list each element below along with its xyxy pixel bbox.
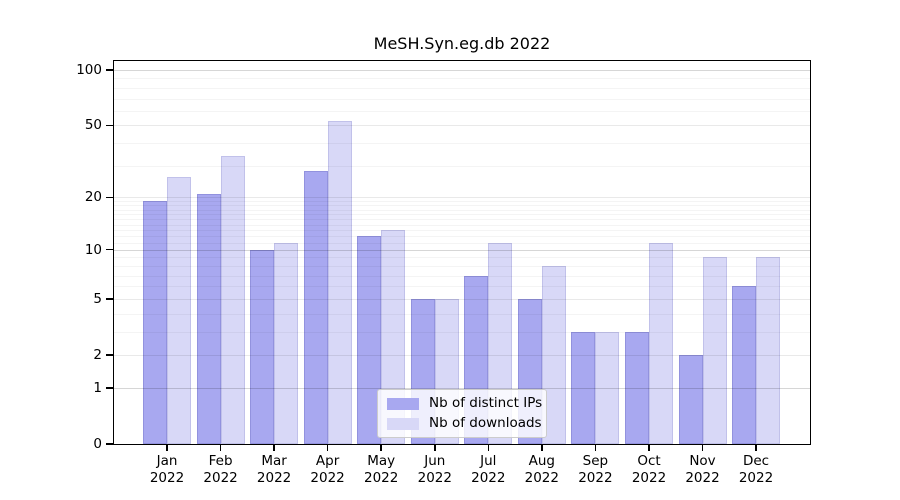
x-tick-dec	[755, 444, 757, 451]
bar-ips-sep	[571, 331, 596, 444]
bar-downloads-mar	[274, 242, 299, 444]
y-tick-label-5: 5	[93, 290, 102, 307]
bar-downloads-nov	[702, 257, 727, 444]
bar-downloads-dec	[756, 257, 781, 444]
bar-ips-nov	[678, 355, 703, 444]
y-tick-label-2: 2	[93, 347, 102, 363]
x-tick-label-mar: Mar 2022	[242, 453, 306, 487]
bar-ips-apr	[303, 171, 328, 444]
x-tick-month: Jul	[480, 453, 497, 469]
x-tick-year: 2022	[364, 470, 399, 486]
bar-downloads-sep	[595, 331, 620, 444]
y-tick-label-20: 20	[84, 189, 102, 206]
x-tick-year: 2022	[203, 470, 238, 486]
x-tick-label-jun: Jun 2022	[403, 453, 467, 487]
legend-swatch-distinct-ips-icon	[387, 397, 419, 410]
y-tick-10	[106, 248, 114, 251]
x-tick-apr	[326, 444, 329, 451]
x-tick-month: Mar	[261, 453, 287, 469]
x-tick-year: 2022	[685, 470, 720, 486]
x-tick-year: 2022	[417, 470, 452, 486]
x-tick-month: May	[367, 453, 396, 469]
x-tick-aug	[541, 444, 543, 451]
legend-item-downloads: Nb of downloads	[387, 416, 542, 431]
x-tick-year: 2022	[524, 470, 559, 486]
y-tick-label-10: 10	[84, 241, 102, 258]
bar-ips-feb	[196, 193, 221, 444]
y-tick-label-0: 0	[93, 436, 102, 452]
y-tick-5	[106, 298, 114, 300]
x-tick-sep	[594, 444, 597, 451]
bar-ips-dec	[732, 286, 757, 444]
x-tick-jul	[487, 444, 489, 451]
x-tick-month: Jun	[424, 453, 446, 469]
x-tick-label-sep: Sep 2022	[563, 453, 627, 487]
y-tick-2	[106, 354, 114, 356]
x-tick-label-apr: Apr 2022	[296, 453, 360, 487]
y-tick-1	[106, 387, 114, 389]
x-tick-month: Oct	[637, 453, 661, 469]
x-tick-month: Jan	[156, 453, 178, 469]
x-tick-label-jan: Jan 2022	[135, 453, 199, 487]
legend-label-downloads: Nb of downloads	[429, 415, 542, 431]
plot-area	[113, 60, 811, 445]
y-tick-0	[106, 443, 114, 445]
x-tick-year: 2022	[149, 470, 185, 486]
x-tick-month: Apr	[315, 453, 340, 469]
x-tick-may	[380, 444, 382, 451]
x-tick-month: Nov	[689, 453, 716, 469]
x-tick-label-feb: Feb 2022	[189, 453, 253, 487]
x-tick-jan	[166, 444, 168, 451]
y-tick-50	[106, 124, 114, 127]
x-tick-year: 2022	[578, 470, 613, 486]
x-tick-feb	[219, 444, 222, 451]
bar-ips-oct	[624, 331, 649, 444]
chart-title: MeSH.Syn.eg.db 2022	[373, 34, 551, 53]
bar-downloads-oct	[648, 242, 673, 444]
x-tick-label-jul: Jul 2022	[456, 453, 520, 487]
bar-downloads-jan	[167, 176, 191, 444]
x-tick-year: 2022	[310, 470, 345, 486]
bars-layer	[114, 61, 810, 444]
bar-ips-may	[357, 236, 382, 444]
y-tick-label-1: 1	[93, 379, 102, 396]
legend: Nb of distinct IPs Nb of downloads	[377, 389, 547, 438]
bar-downloads-apr	[327, 120, 352, 444]
x-tick-month: Dec	[742, 453, 770, 469]
x-tick-month: Aug	[528, 453, 555, 469]
x-tick-label-oct: Oct 2022	[617, 453, 681, 487]
x-tick-nov	[701, 444, 704, 451]
x-tick-year: 2022	[471, 470, 506, 486]
x-tick-year: 2022	[631, 470, 667, 486]
legend-swatch-downloads-icon	[387, 417, 419, 430]
x-tick-month: Feb	[208, 453, 233, 469]
legend-item-distinct-ips: Nb of distinct IPs	[387, 396, 542, 411]
x-tick-label-dec: Dec 2022	[724, 453, 788, 487]
y-tick-100	[106, 69, 114, 71]
y-tick-20	[106, 196, 114, 198]
x-tick-month: Sep	[582, 453, 609, 469]
legend-label-distinct-ips: Nb of distinct IPs	[429, 395, 543, 411]
bar-ips-mar	[250, 249, 275, 444]
bar-ips-jan	[143, 201, 167, 444]
x-tick-label-may: May 2022	[349, 453, 413, 487]
x-tick-mar	[273, 444, 275, 451]
x-tick-oct	[648, 444, 650, 451]
y-tick-label-50: 50	[84, 117, 102, 134]
x-tick-label-nov: Nov 2022	[671, 453, 735, 487]
x-tick-year: 2022	[738, 470, 774, 486]
x-tick-label-aug: Aug 2022	[510, 453, 574, 487]
y-tick-label-100: 100	[76, 62, 102, 78]
x-tick-year: 2022	[256, 470, 292, 486]
bar-downloads-feb	[220, 155, 245, 444]
x-tick-jun	[434, 444, 436, 451]
